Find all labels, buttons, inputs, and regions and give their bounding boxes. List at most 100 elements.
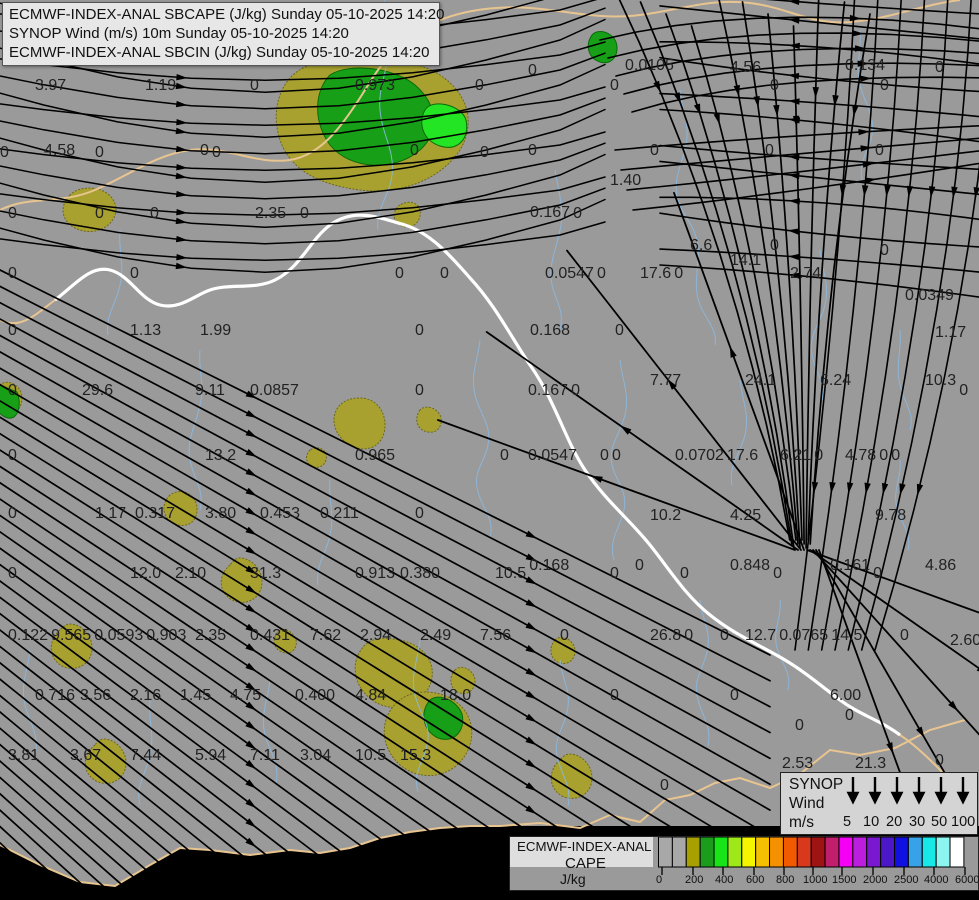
svg-text:3.81: 3.81: [8, 747, 39, 764]
svg-text:10.5: 10.5: [355, 747, 386, 764]
svg-text:6.00: 6.00: [830, 687, 861, 704]
svg-text:6.6: 6.6: [690, 237, 712, 254]
svg-text:4.58: 4.58: [44, 142, 75, 159]
svg-text:0: 0: [8, 322, 17, 339]
svg-text:14.1: 14.1: [730, 252, 761, 269]
svg-text:0.380: 0.380: [400, 565, 440, 582]
svg-text:0: 0: [440, 265, 449, 282]
svg-text:12.7: 12.7: [745, 627, 776, 644]
svg-text:0: 0: [150, 205, 159, 222]
svg-text:2.49: 2.49: [420, 627, 451, 644]
svg-text:0: 0: [880, 77, 889, 94]
svg-text:7.62: 7.62: [310, 627, 341, 644]
svg-text:17.6: 17.6: [727, 447, 758, 464]
svg-text:24.1: 24.1: [745, 372, 776, 389]
svg-text:4.86: 4.86: [925, 557, 956, 574]
svg-text:18.0: 18.0: [440, 687, 471, 704]
svg-text:0: 0: [212, 144, 221, 161]
svg-text:0.0349: 0.0349: [905, 287, 954, 304]
svg-text:0: 0: [475, 77, 484, 94]
svg-text:0.400: 0.400: [295, 687, 335, 704]
svg-text:0.317: 0.317: [135, 505, 175, 522]
svg-text:0.0593: 0.0593: [94, 627, 143, 644]
svg-text:0: 0: [8, 382, 17, 399]
svg-text:0: 0: [680, 565, 689, 582]
svg-text:0: 0: [765, 142, 774, 159]
svg-text:0.167: 0.167: [528, 382, 568, 399]
svg-text:0.973: 0.973: [355, 77, 395, 94]
svg-text:1.19: 1.19: [145, 77, 176, 94]
svg-text:0.168: 0.168: [530, 322, 570, 339]
svg-text:0: 0: [773, 565, 782, 582]
svg-text:0.913: 0.913: [355, 565, 395, 582]
svg-text:0: 0: [410, 142, 419, 159]
svg-text:0: 0: [415, 382, 424, 399]
svg-text:31.3: 31.3: [250, 565, 281, 582]
svg-text:0: 0: [795, 717, 804, 734]
svg-text:1.17: 1.17: [95, 505, 126, 522]
svg-text:0.0547: 0.0547: [528, 447, 577, 464]
svg-text:0.0857: 0.0857: [250, 382, 299, 399]
svg-text:0: 0: [615, 322, 624, 339]
svg-text:4.56: 4.56: [730, 59, 761, 76]
svg-text:0: 0: [684, 627, 693, 644]
svg-text:0: 0: [612, 447, 621, 464]
svg-text:0: 0: [875, 142, 884, 159]
svg-text:12.0: 12.0: [130, 565, 161, 582]
svg-text:0: 0: [250, 77, 259, 94]
svg-text:10.3: 10.3: [925, 372, 956, 389]
svg-text:2.94: 2.94: [360, 627, 391, 644]
svg-text:4.78: 4.78: [845, 447, 876, 464]
svg-text:0: 0: [959, 382, 968, 399]
svg-text:3.04: 3.04: [300, 747, 331, 764]
svg-text:0.848: 0.848: [730, 557, 770, 574]
svg-text:0: 0: [500, 447, 509, 464]
svg-text:2.74: 2.74: [790, 265, 821, 282]
svg-text:3.97: 3.97: [35, 77, 66, 94]
svg-text:0: 0: [597, 265, 606, 282]
svg-text:5.94: 5.94: [195, 747, 226, 764]
svg-text:0: 0: [8, 505, 17, 522]
svg-text:7.44: 7.44: [130, 747, 161, 764]
svg-text:0: 0: [200, 142, 209, 159]
svg-text:0: 0: [300, 205, 309, 222]
svg-text:0: 0: [891, 447, 900, 464]
svg-text:0: 0: [0, 144, 9, 161]
svg-text:15.3: 15.3: [400, 747, 431, 764]
svg-text:4.84: 4.84: [355, 687, 386, 704]
svg-text:0: 0: [814, 447, 823, 464]
svg-text:0.0765: 0.0765: [779, 627, 828, 644]
svg-text:10.5: 10.5: [495, 565, 526, 582]
svg-text:29.6: 29.6: [82, 382, 113, 399]
svg-text:4.75: 4.75: [230, 687, 261, 704]
svg-text:0.161: 0.161: [830, 557, 870, 574]
svg-text:0: 0: [573, 205, 582, 222]
svg-text:0: 0: [900, 627, 909, 644]
svg-text:0: 0: [873, 565, 882, 582]
svg-text:0.716: 0.716: [35, 687, 75, 704]
svg-text:10.2: 10.2: [650, 507, 681, 524]
svg-text:0: 0: [8, 447, 17, 464]
svg-text:0: 0: [845, 707, 854, 724]
svg-text:7.56: 7.56: [480, 627, 511, 644]
svg-text:14.5: 14.5: [831, 627, 862, 644]
svg-text:0: 0: [935, 752, 944, 769]
svg-text:4.25: 4.25: [730, 507, 761, 524]
svg-text:13.2: 13.2: [205, 447, 236, 464]
svg-text:2.60: 2.60: [950, 632, 979, 649]
svg-text:0: 0: [879, 447, 888, 464]
svg-text:0: 0: [770, 237, 779, 254]
svg-text:0: 0: [660, 777, 669, 794]
svg-text:6.24: 6.24: [820, 372, 851, 389]
svg-text:2.35: 2.35: [195, 627, 226, 644]
svg-text:26.8: 26.8: [650, 627, 681, 644]
svg-text:0.0702: 0.0702: [675, 447, 724, 464]
svg-text:0: 0: [95, 144, 104, 161]
svg-text:0: 0: [95, 205, 104, 222]
svg-text:21.3: 21.3: [855, 755, 886, 772]
svg-text:2.16: 2.16: [130, 687, 161, 704]
svg-text:0: 0: [8, 565, 17, 582]
svg-text:7.11: 7.11: [250, 747, 280, 764]
svg-text:0: 0: [130, 265, 139, 282]
svg-text:9.78: 9.78: [875, 507, 906, 524]
